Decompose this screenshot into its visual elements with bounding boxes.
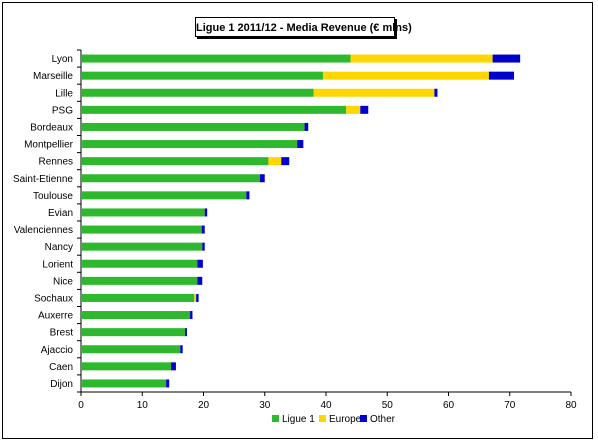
bar-segment-other <box>185 328 187 337</box>
bar-segment-ligue-1 <box>81 71 323 80</box>
legend-swatch <box>319 415 326 422</box>
bar-segment-other <box>281 157 290 166</box>
bar-segment-ligue-1 <box>81 105 347 114</box>
category-label: Lorient <box>42 259 73 270</box>
bar-segment-other <box>204 208 208 217</box>
legend-swatch <box>360 415 367 422</box>
bar-segment-other <box>166 379 170 388</box>
bar-segment-other <box>180 345 183 354</box>
category-label: Lyon <box>52 54 73 65</box>
bar-segment-other <box>197 276 203 285</box>
bar-segment-other <box>246 191 250 200</box>
category-label: Brest <box>50 328 74 339</box>
x-tick-label: 40 <box>320 400 332 411</box>
bar-segment-other <box>171 362 176 371</box>
bar-segment-other <box>201 225 205 234</box>
bar-segment-other <box>197 259 203 268</box>
category-label: Dijon <box>50 379 73 390</box>
bar-segment-ligue-1 <box>81 225 202 234</box>
x-tick-label: 80 <box>565 400 577 411</box>
bar-segment-ligue-1 <box>81 54 351 63</box>
bar-segment-other <box>196 293 199 302</box>
x-tick-label: 10 <box>137 400 149 411</box>
bar-segment-ligue-1 <box>81 379 167 388</box>
bar-segment-ligue-1 <box>81 191 247 200</box>
x-tick-label: 20 <box>198 400 210 411</box>
category-label: Caen <box>49 362 73 373</box>
legend-label: Europe <box>329 414 362 425</box>
bar-segment-ligue-1 <box>81 362 172 371</box>
category-label: Auxerre <box>38 311 73 322</box>
x-tick-label: 60 <box>443 400 455 411</box>
bar-segment-ligue-1 <box>81 259 198 268</box>
bar-segment-europe <box>346 105 361 114</box>
bar-segment-other <box>492 54 521 63</box>
bar-segment-ligue-1 <box>81 122 305 131</box>
bar-segment-ligue-1 <box>81 276 198 285</box>
bar-segment-europe <box>268 157 282 166</box>
bar-segment-ligue-1 <box>81 311 191 320</box>
bar-segment-ligue-1 <box>81 157 269 166</box>
category-label: Saint-Etienne <box>13 174 73 185</box>
bar-segment-europe <box>350 54 493 63</box>
category-label: Lille <box>55 88 73 99</box>
category-label: Valenciennes <box>14 225 73 236</box>
bar-segment-europe <box>313 88 435 97</box>
category-label: Sochaux <box>34 293 73 304</box>
category-label: Evian <box>48 208 73 219</box>
bar-segment-ligue-1 <box>81 208 205 217</box>
category-label: Toulouse <box>33 191 73 202</box>
bar-segment-europe <box>194 293 197 302</box>
category-label: Marseille <box>33 71 73 82</box>
bar-segment-other <box>297 140 304 149</box>
bar-segment-ligue-1 <box>81 140 298 149</box>
bar-segment-ligue-1 <box>81 88 314 97</box>
category-label: Bordeaux <box>30 122 73 133</box>
legend-label: Other <box>370 414 396 425</box>
bar-segment-ligue-1 <box>81 328 186 337</box>
bar-segment-europe <box>322 71 489 80</box>
bar-segment-ligue-1 <box>81 242 203 251</box>
legend-label: Ligue 1 <box>282 414 315 425</box>
x-tick-label: 0 <box>78 400 84 411</box>
category-label: Montpellier <box>24 140 74 151</box>
category-label: Ajaccio <box>41 345 74 356</box>
bar-segment-ligue-1 <box>81 293 195 302</box>
bar-segment-ligue-1 <box>81 345 181 354</box>
x-tick-label: 30 <box>259 400 271 411</box>
bar-segment-other <box>190 311 193 320</box>
bar-segment-other <box>304 122 309 131</box>
category-label: Rennes <box>39 157 73 168</box>
category-label: PSG <box>52 105 73 116</box>
chart-title: Ligue 1 2011/12 - Media Revenue (€ mlns) <box>195 17 412 37</box>
x-tick-label: 50 <box>382 400 394 411</box>
bar-segment-other <box>488 71 515 80</box>
category-label: Nancy <box>45 242 73 253</box>
bar-segment-other <box>360 105 369 114</box>
bar-segment-other <box>434 88 438 97</box>
legend-swatch <box>272 415 279 422</box>
category-label: Nice <box>53 276 73 287</box>
x-tick-label: 70 <box>504 400 516 411</box>
bar-segment-other <box>202 242 205 251</box>
bar-segment-ligue-1 <box>81 174 260 183</box>
bar-segment-other <box>259 174 265 183</box>
